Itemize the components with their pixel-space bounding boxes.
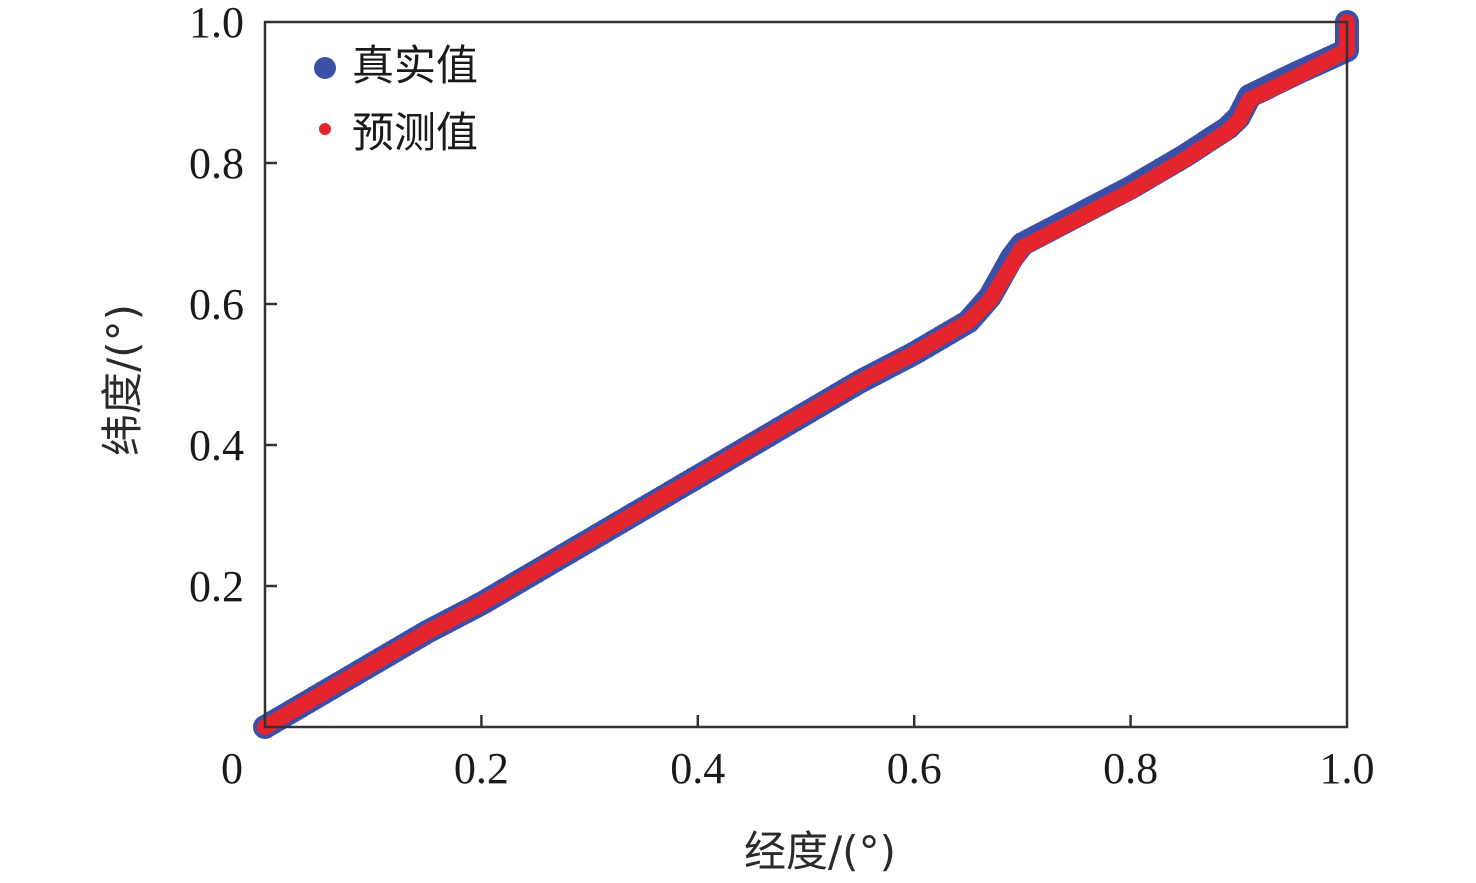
series-predicted — [257, 14, 1355, 735]
legend-label-predicted: 预测值 — [352, 108, 478, 157]
legend-label-actual: 真实值 — [352, 41, 478, 90]
y-tick-label: 0.6 — [189, 280, 244, 329]
legend: 真实值 预测值 — [314, 41, 478, 157]
x-tick-label: 0.6 — [887, 744, 942, 793]
x-tick-label: 0.8 — [1103, 744, 1158, 793]
y-tick-label: 0.8 — [189, 139, 244, 188]
x-axis-title: 经度/(°) — [744, 827, 896, 876]
x-tick-label: 1.0 — [1320, 744, 1375, 793]
y-tick-label: 0.4 — [189, 421, 244, 470]
axis-ticks: 0 0.2 0.4 0.6 0.8 1.0 0.2 0.4 0.6 0.8 1.0 — [189, 0, 1375, 793]
legend-marker-actual — [314, 57, 336, 79]
y-axis-title: 纬度/(°) — [98, 304, 147, 456]
legend-marker-predicted — [319, 123, 331, 135]
x-tick-label: 0.2 — [454, 744, 509, 793]
x-tick-label: 0 — [221, 744, 243, 793]
plot-area-frame — [263, 20, 1349, 729]
x-tick-label: 0.4 — [670, 744, 725, 793]
y-tick-label: 1.0 — [189, 0, 244, 47]
data-marks — [253, 10, 1359, 739]
y-tick-label: 0.2 — [189, 562, 244, 611]
